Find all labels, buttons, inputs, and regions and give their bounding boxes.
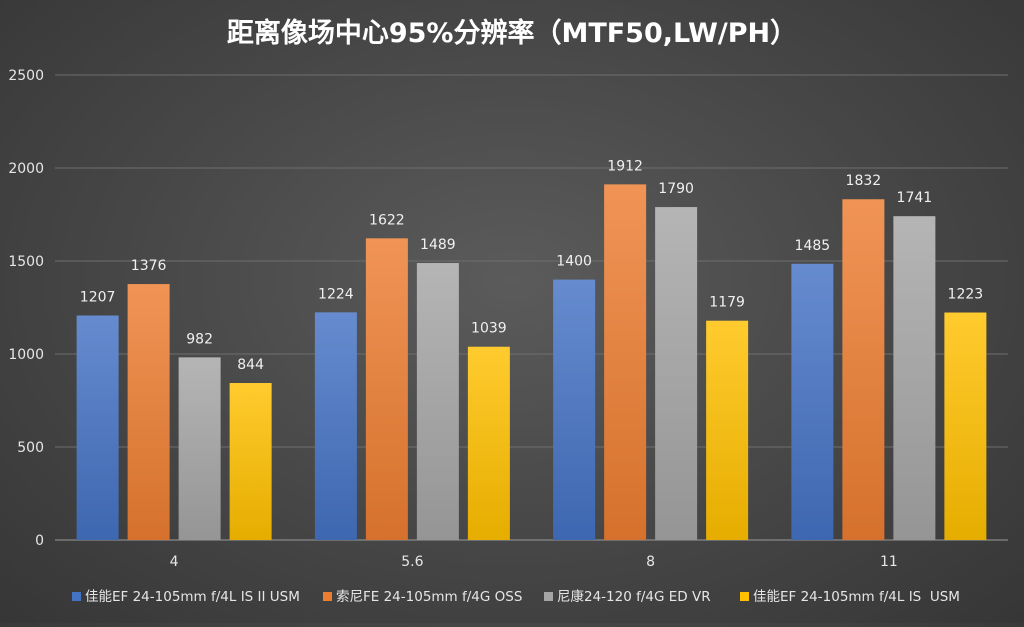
legend-swatch bbox=[323, 592, 332, 601]
legend: 佳能EF 24-105mm f/4L IS II USM 索尼FE 24-105m… bbox=[72, 588, 960, 605]
data-label: 1741 bbox=[897, 190, 933, 206]
data-label: 1207 bbox=[80, 289, 116, 305]
bar bbox=[944, 312, 987, 540]
data-labels: 1207 1376 982 844 1224 1622 1489 1039 1400 1912 17… bbox=[80, 158, 983, 373]
data-label: 1912 bbox=[607, 158, 643, 174]
bar bbox=[467, 346, 510, 540]
data-label: 1485 bbox=[795, 238, 831, 254]
bar bbox=[893, 216, 936, 540]
data-label: 1224 bbox=[318, 286, 354, 302]
data-label: 1039 bbox=[471, 321, 507, 337]
data-label: 982 bbox=[186, 331, 213, 347]
y-tick-label: 0 bbox=[35, 533, 44, 549]
bar bbox=[229, 383, 272, 540]
y-tick-label: 1000 bbox=[8, 347, 44, 363]
legend-item: 索尼FE 24-105mm f/4G OSS bbox=[323, 589, 522, 605]
y-tick-label: 500 bbox=[17, 440, 44, 456]
legend-swatch bbox=[72, 592, 81, 601]
bar bbox=[553, 279, 596, 540]
legend-label: 尼康24-120 f/4G ED VR bbox=[557, 588, 711, 605]
y-tick-label: 1500 bbox=[8, 254, 44, 270]
bar bbox=[791, 263, 834, 540]
bar bbox=[655, 207, 698, 540]
bar bbox=[416, 263, 459, 540]
data-label: 1832 bbox=[846, 173, 882, 189]
legend-label: 佳能EF 24-105mm f/4L IS II USM bbox=[85, 589, 300, 605]
bar bbox=[604, 184, 647, 541]
data-label: 1376 bbox=[131, 258, 167, 274]
data-label: 1622 bbox=[369, 212, 405, 228]
bar bbox=[76, 315, 119, 540]
legend-label: 索尼FE 24-105mm f/4G OSS bbox=[336, 589, 522, 605]
data-label: 844 bbox=[237, 357, 264, 373]
bars bbox=[76, 184, 987, 541]
x-tick-label: 8 bbox=[646, 554, 655, 570]
legend-swatch bbox=[544, 592, 553, 601]
y-tick-label: 2000 bbox=[8, 161, 44, 177]
data-label: 1790 bbox=[658, 181, 694, 197]
bar bbox=[314, 312, 357, 540]
legend-item: 佳能EF 24-105mm f/4L IS USM bbox=[740, 589, 960, 605]
bar bbox=[842, 199, 885, 541]
legend-label: 佳能EF 24-105mm f/4L IS USM bbox=[753, 589, 960, 605]
x-axis-ticks: 4 5.6 8 11 bbox=[170, 554, 898, 570]
x-tick-label: 5.6 bbox=[401, 554, 423, 570]
legend-item: 佳能EF 24-105mm f/4L IS II USM bbox=[72, 589, 300, 605]
x-tick-label: 11 bbox=[880, 554, 898, 570]
data-label: 1179 bbox=[709, 295, 745, 311]
bar bbox=[127, 284, 170, 540]
bar bbox=[365, 238, 408, 541]
x-tick-label: 4 bbox=[170, 554, 179, 570]
legend-item: 尼康24-120 f/4G ED VR bbox=[544, 588, 711, 605]
y-axis-ticks: 0 500 1000 1500 2000 2500 bbox=[8, 68, 44, 549]
data-label: 1400 bbox=[556, 254, 592, 270]
legend-swatch bbox=[740, 592, 749, 601]
data-label: 1489 bbox=[420, 237, 456, 253]
bar bbox=[706, 320, 749, 540]
bar bbox=[178, 357, 221, 540]
y-tick-label: 2500 bbox=[8, 68, 44, 84]
data-label: 1223 bbox=[948, 287, 984, 303]
chart-title: 距离像场中心95%分辨率（MTF50,LW/PH） bbox=[227, 17, 797, 49]
